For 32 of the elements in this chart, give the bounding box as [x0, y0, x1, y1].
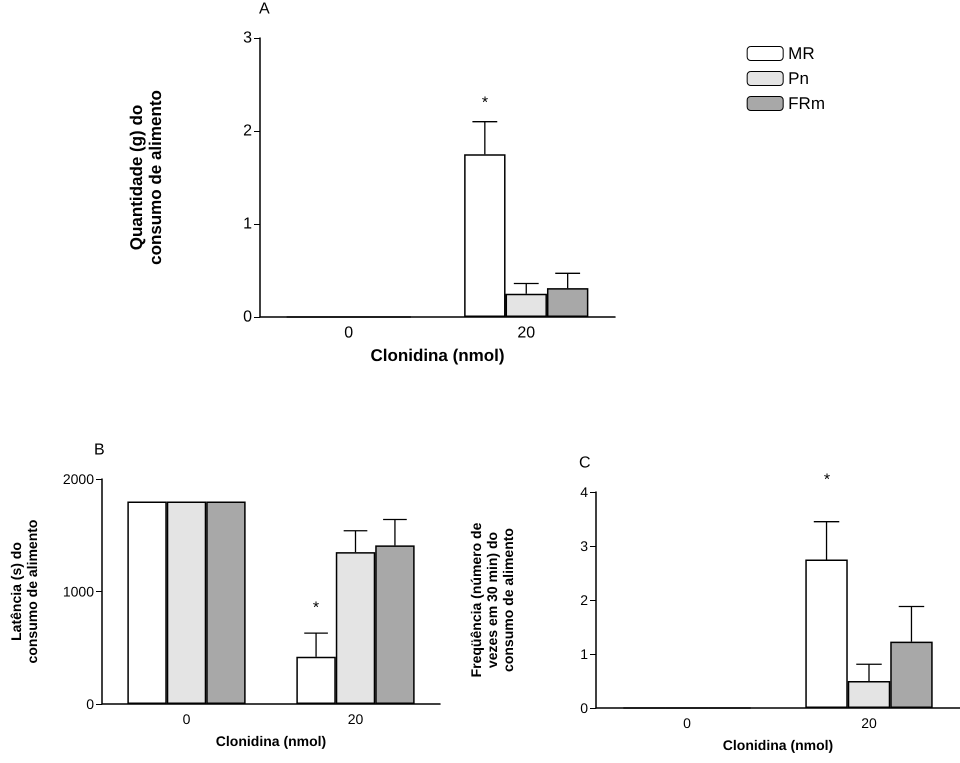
y-tick-label: 1: [243, 216, 252, 232]
x-tick-label: 20: [861, 715, 877, 731]
y-tick-label: 2000: [62, 471, 94, 487]
y-tick-label: 1000: [62, 584, 94, 600]
annotation: *: [312, 600, 320, 616]
x-tick-label: 20: [348, 711, 364, 727]
legend-label: FRm: [788, 94, 826, 113]
annotation: *: [482, 94, 488, 112]
y-axis-title: Latência (s) do consumo de alimento: [8, 520, 40, 664]
x-axis-title: Clonidina (nmol): [216, 733, 326, 749]
x-axis-title: Clonidina (nmol): [370, 346, 505, 365]
text: *: [824, 472, 830, 488]
chart-title: B: [94, 442, 105, 458]
chart-title: A: [259, 0, 270, 18]
y-tick-label: 0: [580, 700, 588, 716]
y-tick-label: 0: [243, 308, 252, 326]
x-axis-title: Clonidina (nmol): [722, 737, 834, 753]
y-tick-label: 1: [580, 646, 588, 662]
x-tick-label: 20: [517, 324, 536, 342]
x-tick-label: 0: [683, 715, 692, 731]
y-tick-label: 0: [86, 696, 94, 712]
chart-title: C: [579, 454, 591, 472]
y-tick-label: 3: [580, 538, 588, 554]
y-tick-label: 2: [580, 592, 588, 608]
x-tick-label: 0: [182, 711, 191, 727]
y-tick-label: 2: [243, 122, 252, 140]
y-axis-title: Quantidade (g) do consumo de alimento: [127, 90, 165, 265]
legend-label: Pn: [788, 69, 809, 88]
y-axis-title: Freqüência (número de vezes em 30 min) do consumo de alimento: [468, 522, 516, 678]
legend-label: MR: [788, 44, 815, 63]
y-tick-label: 3: [243, 30, 252, 46]
y-tick-label: 4: [580, 484, 588, 500]
